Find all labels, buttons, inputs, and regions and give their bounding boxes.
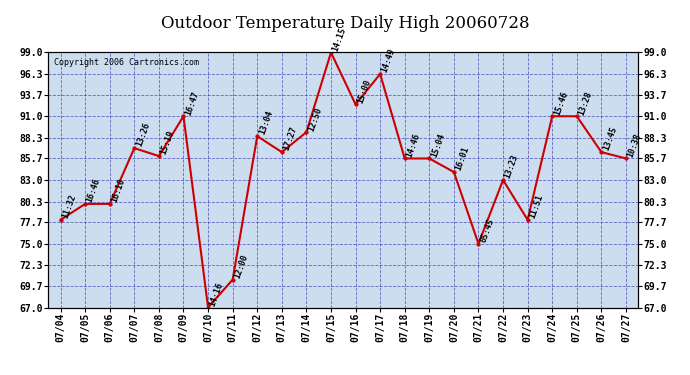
Text: 13:04: 13:04 <box>257 110 274 136</box>
Text: 16:10: 16:10 <box>110 177 127 204</box>
Text: 13:28: 13:28 <box>577 90 594 116</box>
Text: 15:19: 15:19 <box>159 129 176 156</box>
Text: 11:32: 11:32 <box>61 193 77 220</box>
Text: 11:51: 11:51 <box>528 193 544 220</box>
Text: 14:49: 14:49 <box>380 48 397 74</box>
Text: 14:16: 14:16 <box>208 281 225 308</box>
Text: 15:00: 15:00 <box>355 78 373 104</box>
Text: Copyright 2006 Cartronics.com: Copyright 2006 Cartronics.com <box>55 58 199 67</box>
Text: 13:23: 13:23 <box>503 153 520 180</box>
Text: 14:15: 14:15 <box>331 26 348 53</box>
Text: 05:45: 05:45 <box>478 217 495 244</box>
Text: 12:00: 12:00 <box>233 253 250 280</box>
Text: 12:50: 12:50 <box>306 106 324 132</box>
Text: 13:45: 13:45 <box>602 126 618 152</box>
Text: 10:38: 10:38 <box>626 132 643 159</box>
Text: Outdoor Temperature Daily High 20060728: Outdoor Temperature Daily High 20060728 <box>161 15 529 32</box>
Text: 13:26: 13:26 <box>135 122 151 148</box>
Text: 17:27: 17:27 <box>282 126 299 152</box>
Text: 16:47: 16:47 <box>184 90 201 116</box>
Text: 15:04: 15:04 <box>429 132 446 159</box>
Text: 16:46: 16:46 <box>85 177 102 204</box>
Text: 14:46: 14:46 <box>405 132 422 159</box>
Text: 16:01: 16:01 <box>454 146 471 172</box>
Text: 15:46: 15:46 <box>552 90 569 116</box>
